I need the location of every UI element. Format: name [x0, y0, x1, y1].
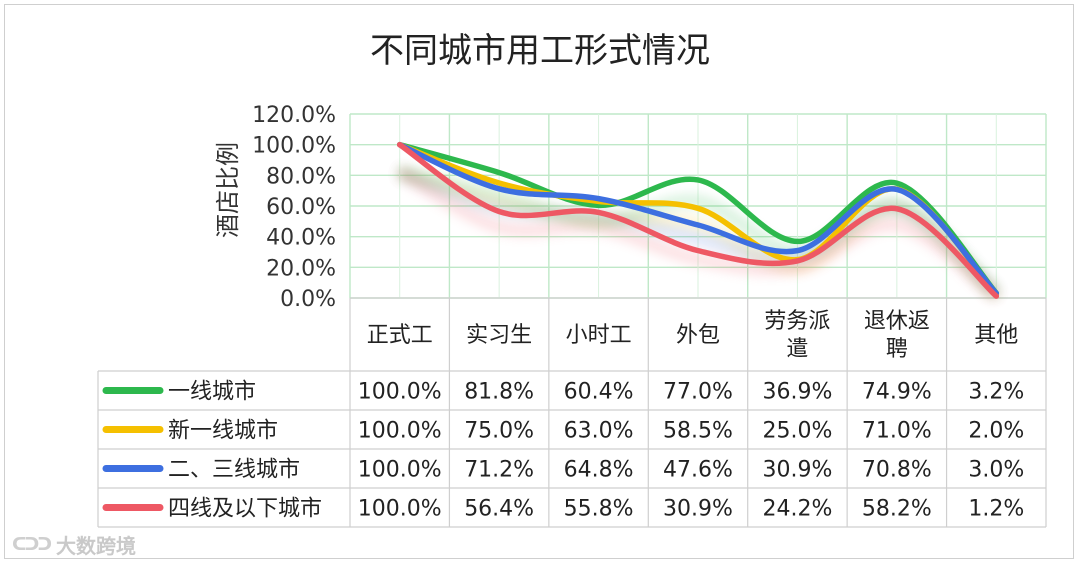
data-table-cell: 55.8% [564, 497, 634, 522]
data-table-cell: 24.2% [762, 497, 832, 522]
x-category-label: 其他 [974, 323, 1018, 348]
data-table-cell: 100.0% [358, 497, 442, 522]
series-line [396, 141, 1000, 299]
data-table-cell: 74.9% [862, 380, 932, 405]
y-tick-label: 40.0% [266, 226, 336, 251]
data-table-cell: 71.2% [464, 458, 534, 483]
series-shadow [398, 167, 1000, 298]
data-table-cell: 1.2% [968, 497, 1024, 522]
data-table-cell: 56.4% [464, 497, 534, 522]
data-table-cell: 64.8% [564, 458, 634, 483]
data-table-cell: 77.0% [663, 380, 733, 405]
x-category-label: 劳务派 [764, 309, 830, 334]
chart-title: 不同城市用工形式情况 [370, 31, 710, 71]
data-table-cell: 47.6% [663, 458, 733, 483]
legend-label: 一线城市 [168, 380, 256, 405]
data-table-cell: 3.2% [968, 380, 1024, 405]
watermark: ᑕᑐᑐ 大数跨境 [12, 530, 136, 559]
y-tick-label: 20.0% [266, 256, 336, 281]
series-line [396, 141, 1000, 296]
x-category-label: 外包 [676, 323, 720, 348]
y-tick-label: 60.0% [266, 195, 336, 220]
y-axis-label: 酒店比例 [214, 142, 242, 238]
watermark-text: 大数跨境 [56, 534, 137, 558]
data-table-cell: 30.9% [663, 497, 733, 522]
legend-label: 四线及以下城市 [168, 497, 322, 522]
x-category-label: 实习生 [466, 323, 532, 348]
data-table-cell: 2.0% [968, 419, 1024, 444]
data-table-cell: 75.0% [464, 419, 534, 444]
data-table-cell: 3.0% [968, 458, 1024, 483]
data-table-cell: 36.9% [762, 380, 832, 405]
legend-label: 新一线城市 [168, 419, 278, 444]
x-category-label: 小时工 [566, 323, 632, 348]
data-table-cell: 58.5% [663, 419, 733, 444]
data-table-cell: 100.0% [358, 419, 442, 444]
x-category-label: 聘 [886, 337, 908, 362]
x-category-label: 退休返 [864, 309, 930, 334]
data-table-cell: 63.0% [564, 419, 634, 444]
data-table-cell: 81.8% [464, 380, 534, 405]
data-table-cell: 30.9% [762, 458, 832, 483]
data-table-cell: 70.8% [862, 458, 932, 483]
x-category-label: 正式工 [367, 323, 433, 348]
data-table-cell: 100.0% [358, 380, 442, 405]
data-table-cell: 60.4% [564, 380, 634, 405]
data-table-cell: 25.0% [762, 419, 832, 444]
y-tick-label: 120.0% [252, 103, 336, 128]
y-tick-label: 0.0% [280, 287, 336, 312]
data-table-cell: 58.2% [862, 497, 932, 522]
y-tick-label: 80.0% [266, 164, 336, 189]
series-line [396, 141, 1000, 297]
y-tick-label: 100.0% [252, 134, 336, 159]
x-category-label: 遣 [786, 337, 808, 362]
data-table-cell: 100.0% [358, 458, 442, 483]
series-shadow [397, 168, 1000, 301]
chart-frame [4, 4, 1074, 559]
watermark-logo-icon: ᑕᑐᑐ [12, 534, 52, 555]
legend-label: 二、三线城市 [168, 458, 300, 483]
data-table-cell: 71.0% [862, 419, 932, 444]
